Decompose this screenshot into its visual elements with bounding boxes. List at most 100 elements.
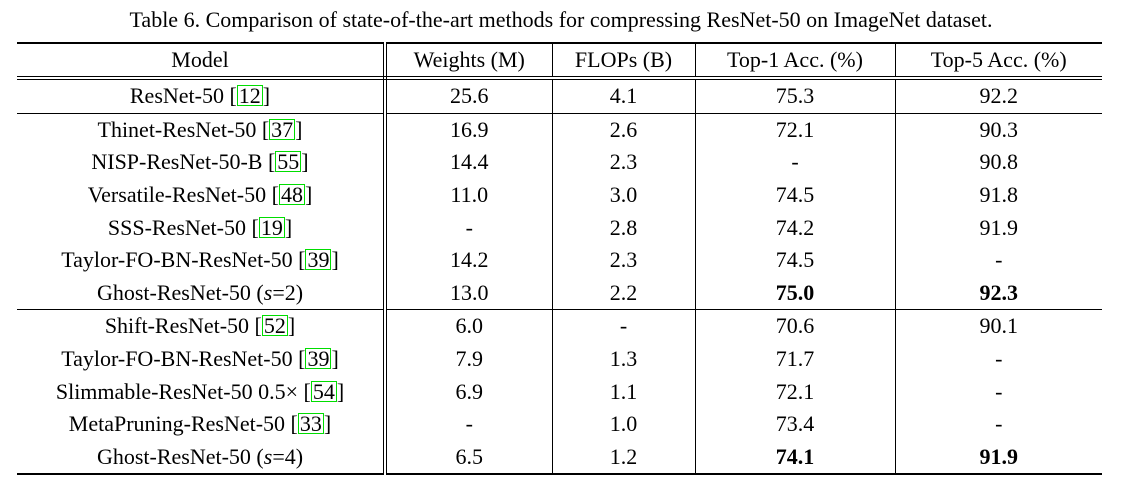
citation-link[interactable]: 55	[275, 149, 302, 175]
model-text: Versatile-ResNet-50 [	[87, 182, 279, 208]
top5-cell: 91.9	[979, 214, 1019, 240]
citation-link[interactable]: 48	[278, 182, 305, 208]
table-row: ResNet-50 [12] 25.6 4.1 75.3 92.2	[17, 78, 1102, 114]
model-cell: Thinet-ResNet-50 [37]	[17, 112, 387, 147]
top5-cell: -	[995, 247, 1003, 273]
model-cell: Taylor-FO-BN-ResNet-50 [39]	[17, 243, 387, 277]
flops-cell: 1.2	[552, 440, 696, 475]
model-text: Ghost-ResNet-50 (	[96, 279, 264, 305]
citation-link[interactable]: 19	[258, 214, 285, 240]
model-text: s	[263, 279, 273, 305]
model-text: Thinet-ResNet-50 [	[97, 116, 270, 142]
top1-cell: 75.3	[695, 78, 896, 114]
table-row: Shift-ResNet-50 [52] 6.0-70.6 90.1	[17, 309, 1102, 343]
col-header-flops: FLOPs (B)	[552, 43, 696, 80]
flops-cell: 2.6	[552, 112, 696, 147]
table-body: ResNet-50 [12] 25.6 4.1 75.3 92.2 Thinet-ResN…	[17, 78, 1102, 475]
model-text: ResNet-50 [	[129, 83, 237, 109]
citation-link[interactable]: 39	[305, 346, 332, 372]
model-cell: Ghost-ResNet-50 (s=2)	[17, 276, 387, 310]
weights-cell: -	[385, 211, 553, 244]
model-text: ]	[301, 149, 309, 175]
top1-cell: 72.1	[695, 375, 896, 408]
model-text: Taylor-FO-BN-ResNet-50 [	[61, 346, 306, 372]
weights-cell: 14.2	[385, 243, 553, 277]
model-text: ]	[262, 83, 271, 109]
model-cell: ResNet-50 [12]	[17, 78, 387, 114]
col-header-top1: Top-1 Acc. (%)	[695, 43, 896, 80]
table-row: Ghost-ResNet-50 (s=2) 13.0 2.2 75.0 92.3	[17, 276, 1102, 310]
citation-link[interactable]: 37	[269, 116, 296, 142]
top5-cell: 90.1	[895, 309, 1102, 343]
top5-cell: 90.8	[979, 149, 1019, 175]
top1-cell: 74.5	[695, 178, 896, 212]
citation-link[interactable]: 39	[305, 247, 332, 273]
model-text: ]	[331, 346, 339, 372]
weights-cell: -	[385, 407, 553, 441]
table-row: NISP-ResNet-50-B [55] 14.4 2.3-90.8	[17, 146, 1102, 179]
flops-cell: -	[552, 309, 696, 343]
top1-cell: 73.4	[695, 407, 896, 441]
flops-cell: 2.3	[552, 243, 696, 277]
model-cell: SSS-ResNet-50 [19]	[17, 211, 387, 244]
top5-cell: -	[995, 346, 1003, 372]
model-text: ]	[323, 411, 332, 437]
citation-link[interactable]: 54	[310, 378, 337, 404]
weights-cell: 6.5	[385, 440, 553, 475]
citation-link[interactable]: 12	[236, 83, 263, 109]
table-row: SSS-ResNet-50 [19] -2.8 74.2 91.9	[17, 211, 1102, 244]
top5-cell: 92.3	[979, 279, 1019, 305]
top1-cell: -	[695, 146, 896, 179]
table-row: MetaPruning-ResNet-50 [33] -1.0 73.4-	[17, 407, 1102, 441]
model-text: =4)	[272, 443, 304, 469]
table-row: Thinet-ResNet-50 [37] 16.9 2.6 72.1 90.3	[17, 112, 1102, 147]
table-row: Taylor-FO-BN-ResNet-50 [39] 14.2 2.3 74.5-	[17, 243, 1102, 277]
model-text: ]	[331, 247, 339, 273]
top5-cell: -	[995, 411, 1003, 437]
top1-cell: 74.1	[695, 440, 896, 475]
weights-cell: 7.9	[385, 342, 553, 376]
top1-cell: 74.2	[695, 211, 896, 244]
table-row: Slimmable-ResNet-50 0.5× [54] 6.9 1.1 72.1-	[17, 375, 1102, 408]
weights-cell: 25.6	[385, 78, 553, 114]
col-header-weights: Weights (M)	[385, 43, 553, 80]
header-row: Model Weights (M) FLOPs (B) Top-1 Acc. (…	[17, 43, 1102, 80]
flops-cell: 1.3	[552, 342, 696, 376]
top5-cell: 90.3	[895, 112, 1102, 147]
top1-cell: 70.6	[695, 309, 896, 343]
model-text: MetaPruning-ResNet-50 [	[68, 411, 298, 437]
flops-cell: 2.8	[552, 211, 696, 244]
model-cell: NISP-ResNet-50-B [55]	[17, 146, 387, 179]
flops-cell: 2.2	[552, 276, 696, 310]
top5-cell: -	[995, 378, 1003, 404]
model-text: ]	[287, 313, 296, 339]
model-text: ]	[336, 378, 345, 404]
model-cell: Versatile-ResNet-50 [48]	[17, 178, 387, 212]
model-cell: Slimmable-ResNet-50 0.5× [54]	[17, 375, 387, 408]
table-row: Versatile-ResNet-50 [48] 11.0 3.0 74.5 91.8	[17, 178, 1102, 212]
weights-cell: 13.0	[385, 276, 553, 310]
citation-link[interactable]: 52	[261, 313, 288, 339]
model-text: SSS-ResNet-50 [	[107, 214, 259, 240]
top1-cell: 74.5	[695, 243, 896, 277]
flops-cell: 1.0	[552, 407, 696, 441]
weights-cell: 11.0	[385, 178, 553, 212]
model-cell: Shift-ResNet-50 [52]	[17, 309, 387, 343]
weights-cell: 6.9	[385, 375, 553, 408]
col-header-top5: Top-5 Acc. (%)	[895, 43, 1102, 80]
model-text: Ghost-ResNet-50 (	[96, 443, 264, 469]
top1-cell: 71.7	[695, 342, 896, 376]
model-cell: MetaPruning-ResNet-50 [33]	[17, 407, 387, 441]
citation-link[interactable]: 33	[297, 411, 324, 437]
model-text: ]	[295, 116, 303, 142]
model-text: ]	[284, 214, 293, 240]
model-text: s	[263, 443, 273, 469]
weights-cell: 6.0	[385, 309, 553, 343]
flops-cell: 2.3	[552, 146, 696, 179]
top1-cell: 75.0	[695, 276, 896, 310]
model-text: Taylor-FO-BN-ResNet-50 [	[61, 247, 306, 273]
weights-cell: 16.9	[385, 112, 553, 147]
results-table: Model Weights (M) FLOPs (B) Top-1 Acc. (…	[17, 42, 1102, 476]
top5-cell: 91.8	[979, 182, 1019, 208]
